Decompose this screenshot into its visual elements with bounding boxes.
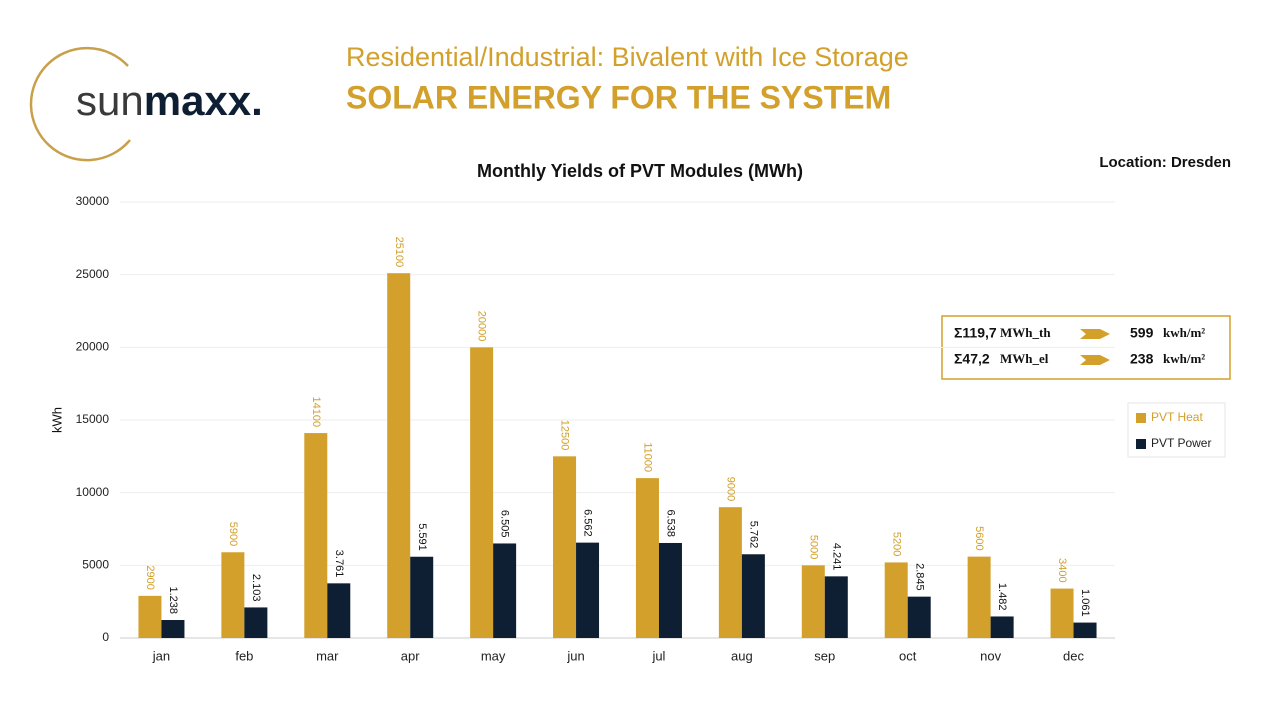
summary-specific-unit: kwh/m² <box>1163 325 1205 340</box>
bar <box>718 507 742 638</box>
bar <box>907 596 931 638</box>
logo-bold: maxx. <box>144 77 263 124</box>
data-label: 5200 <box>890 532 902 556</box>
data-label: 1.238 <box>167 586 179 614</box>
summary-arrow <box>1080 355 1110 365</box>
summary-specific: 238 <box>1130 351 1154 367</box>
x-tick-label: sep <box>814 648 835 663</box>
bar <box>327 583 351 638</box>
summary-total: Σ47,2 <box>954 351 990 367</box>
bar <box>884 562 908 638</box>
logo-arc <box>29 46 131 162</box>
bar <box>801 565 825 638</box>
summary-arrow <box>1080 329 1110 339</box>
bar <box>1050 588 1074 638</box>
bar <box>824 576 848 638</box>
y-tick-label: 30000 <box>76 194 110 208</box>
bar <box>244 607 268 638</box>
bar <box>410 556 434 638</box>
data-label: 11000 <box>642 442 654 472</box>
summary-total: Σ119,7 <box>954 325 997 341</box>
bar <box>161 620 185 638</box>
bar <box>967 556 991 638</box>
x-tick-label: may <box>481 648 506 663</box>
y-tick-label: 15000 <box>76 412 110 426</box>
legend-label: PVT Power <box>1151 436 1211 450</box>
y-axis-label: kWh <box>49 407 64 433</box>
summary-unit: MWh_el <box>1000 351 1049 366</box>
data-label: 5.762 <box>747 521 759 549</box>
location: Location: Dresden <box>1099 154 1231 171</box>
bar <box>221 552 245 638</box>
y-tick-label: 25000 <box>76 267 110 281</box>
data-label: 1.061 <box>1079 589 1091 617</box>
data-label: 1.482 <box>996 583 1008 611</box>
data-label: 9000 <box>724 477 736 501</box>
bar <box>1073 622 1097 638</box>
x-tick-label: nov <box>980 648 1001 663</box>
logo: sunmaxx. <box>76 77 263 124</box>
bar <box>493 543 517 638</box>
summary-specific: 599 <box>1130 325 1154 341</box>
data-label: 6.538 <box>665 509 677 537</box>
bar <box>138 595 162 638</box>
bar <box>553 456 577 638</box>
data-label: 5600 <box>973 526 985 550</box>
summary-unit: MWh_th <box>1000 325 1051 340</box>
bar <box>741 554 765 638</box>
y-tick-label: 10000 <box>76 485 110 499</box>
x-tick-label: jun <box>566 648 584 663</box>
data-label: 20000 <box>476 311 488 342</box>
chart-title: Monthly Yields of PVT Modules (MWh) <box>477 161 803 181</box>
data-label: 5.591 <box>416 523 428 551</box>
x-tick-label: jan <box>152 648 170 663</box>
legend-swatch <box>1136 413 1146 423</box>
data-label: 25100 <box>393 237 405 268</box>
data-label: 5000 <box>807 535 819 559</box>
data-label: 14100 <box>310 396 322 427</box>
x-tick-label: apr <box>401 648 420 663</box>
data-label: 2.845 <box>913 563 925 591</box>
legend-label: PVT Heat <box>1151 410 1203 424</box>
data-label: 2900 <box>144 565 156 589</box>
legend-swatch <box>1136 439 1146 449</box>
data-label: 2.103 <box>250 574 262 602</box>
y-tick-label: 20000 <box>76 340 110 354</box>
y-tick-label: 5000 <box>82 558 109 572</box>
bar <box>658 542 682 638</box>
bar <box>470 347 494 638</box>
data-label: 5900 <box>227 522 239 546</box>
data-label: 4.241 <box>830 543 842 571</box>
bar <box>990 616 1014 638</box>
x-tick-label: feb <box>235 648 253 663</box>
x-tick-label: jul <box>651 648 665 663</box>
bar <box>387 273 411 638</box>
data-label: 12500 <box>559 420 571 451</box>
x-tick-label: oct <box>899 648 917 663</box>
x-tick-label: aug <box>731 648 753 663</box>
summary-specific-unit: kwh/m² <box>1163 351 1205 366</box>
subtitle: Residential/Industrial: Bivalent with Ic… <box>346 42 909 72</box>
logo-light: sun <box>76 77 144 124</box>
bar <box>304 433 328 638</box>
x-tick-label: mar <box>316 648 339 663</box>
data-label: 6.505 <box>499 510 511 538</box>
data-label: 3.761 <box>333 550 345 578</box>
bar <box>576 542 600 638</box>
x-tick-label: dec <box>1063 648 1084 663</box>
bar <box>635 478 659 638</box>
data-label: 3400 <box>1056 558 1068 582</box>
title: SOLAR ENERGY FOR THE SYSTEM <box>346 79 891 115</box>
y-tick-label: 0 <box>102 630 109 644</box>
data-label: 6.562 <box>582 509 594 537</box>
